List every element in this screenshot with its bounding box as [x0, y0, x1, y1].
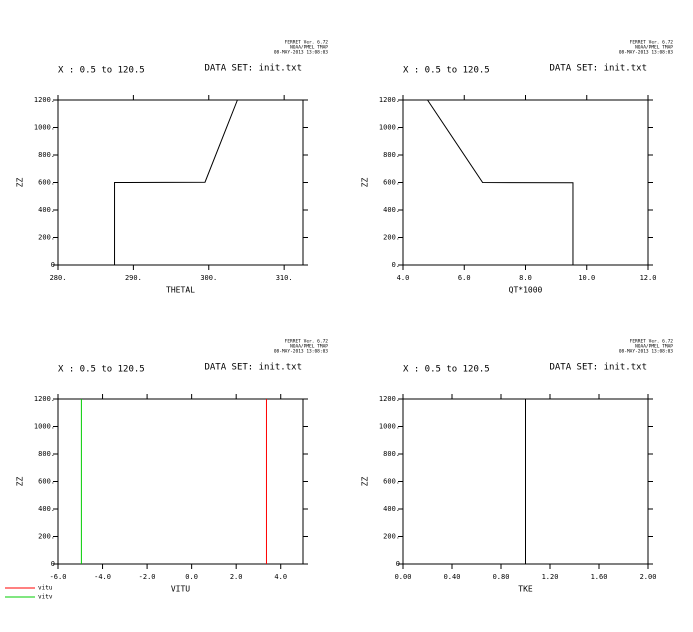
- y-tick-label: 800.: [38, 450, 55, 458]
- x-tick-label: 300.: [200, 274, 217, 282]
- y-tick-label: 0: [396, 560, 400, 568]
- stamp: FERRET Ver. 6.72: [285, 40, 329, 46]
- y-tick-label: 600.: [383, 478, 400, 486]
- y-tick-label: 200.: [38, 234, 55, 242]
- y-tick-label: 600.: [38, 478, 55, 486]
- stamp: NOAA/PMEL TMAP: [290, 45, 328, 51]
- stamp: FERRET Ver. 6.72: [285, 339, 329, 345]
- x-tick-label: -2.0: [139, 573, 156, 581]
- header-right: DATA SET: init.txt: [204, 363, 302, 373]
- stamp: FERRET Ver. 6.72: [630, 40, 674, 46]
- stamp: 08-MAY-2013 13:08:03: [619, 349, 673, 355]
- x-axis-label: THETAL: [166, 286, 195, 295]
- stamp: NOAA/PMEL TMAP: [635, 45, 673, 51]
- stamp: 08-MAY-2013 13:08:03: [619, 50, 673, 56]
- y-tick-label: 600.: [383, 179, 400, 187]
- y-tick-label: 1000.: [34, 423, 55, 431]
- y-tick-label: 0: [51, 560, 55, 568]
- x-axis-label: TKE: [518, 585, 533, 594]
- y-tick-label: 600.: [38, 179, 55, 187]
- x-tick-label: 0.80: [493, 573, 510, 581]
- x-tick-label: 0.00: [395, 573, 412, 581]
- stamp: 08-MAY-2013 13:08:03: [274, 50, 328, 56]
- y-tick-label: 1200.: [379, 395, 400, 403]
- y-axis-label: ZZ: [361, 178, 370, 188]
- x-tick-label: 310.: [276, 274, 293, 282]
- y-tick-label: 400.: [383, 505, 400, 513]
- y-tick-label: 1000.: [379, 423, 400, 431]
- x-tick-label: 4.0: [397, 274, 410, 282]
- y-tick-label: 800.: [383, 450, 400, 458]
- x-tick-label: -4.0: [94, 573, 111, 581]
- header-left: X : 0.5 to 120.5: [58, 66, 145, 76]
- x-tick-label: 12.0: [640, 274, 657, 282]
- stamp: FERRET Ver. 6.72: [630, 339, 674, 345]
- x-tick-label: 290.: [125, 274, 142, 282]
- x-tick-label: 1.60: [591, 573, 608, 581]
- y-axis-label: ZZ: [16, 178, 25, 188]
- x-tick-label: 4.0: [274, 573, 287, 581]
- stamp: NOAA/PMEL TMAP: [635, 344, 673, 350]
- x-tick-label: 0.0: [185, 573, 198, 581]
- header-left: X : 0.5 to 120.5: [403, 365, 490, 375]
- y-tick-label: 200.: [383, 533, 400, 541]
- y-tick-label: 1200.: [379, 96, 400, 104]
- x-tick-label: 8.0: [519, 274, 532, 282]
- stamp: NOAA/PMEL TMAP: [290, 344, 328, 350]
- x-tick-label: 0.40: [444, 573, 461, 581]
- header-left: X : 0.5 to 120.5: [403, 66, 490, 76]
- stamp: 08-MAY-2013 13:08:03: [274, 349, 328, 355]
- y-tick-label: 1000.: [34, 124, 55, 132]
- y-tick-label: 200.: [38, 533, 55, 541]
- y-tick-label: 0: [51, 261, 55, 269]
- y-tick-label: 400.: [38, 505, 55, 513]
- header-right: DATA SET: init.txt: [549, 64, 647, 74]
- y-tick-label: 400.: [383, 206, 400, 214]
- x-axis-label: QT*1000: [509, 286, 543, 295]
- header-right: DATA SET: init.txt: [549, 363, 647, 373]
- header-right: DATA SET: init.txt: [204, 64, 302, 74]
- x-tick-label: 2.00: [640, 573, 657, 581]
- x-tick-label: -6.0: [50, 573, 67, 581]
- x-tick-label: 6.0: [458, 274, 471, 282]
- data-line: [114, 99, 238, 265]
- x-axis-label: VITU: [171, 585, 190, 594]
- y-tick-label: 800.: [383, 151, 400, 159]
- y-axis-label: ZZ: [361, 477, 370, 487]
- data-line: [427, 99, 574, 265]
- y-tick-label: 400.: [38, 206, 55, 214]
- y-tick-label: 200.: [383, 234, 400, 242]
- y-tick-label: 800.: [38, 151, 55, 159]
- y-tick-label: 0.: [392, 261, 400, 269]
- header-left: X : 0.5 to 120.5: [58, 365, 145, 375]
- legend-label: vitu: [38, 585, 53, 592]
- y-tick-label: 1200.: [34, 96, 55, 104]
- y-axis-label: ZZ: [16, 477, 25, 487]
- x-tick-label: 10.0: [578, 274, 595, 282]
- x-tick-label: 280.: [50, 274, 67, 282]
- x-tick-label: 1.20: [542, 573, 559, 581]
- x-tick-label: 2.0: [230, 573, 243, 581]
- legend-label: vitv: [38, 594, 53, 601]
- y-tick-label: 1000.: [379, 124, 400, 132]
- y-tick-label: 1200.: [34, 395, 55, 403]
